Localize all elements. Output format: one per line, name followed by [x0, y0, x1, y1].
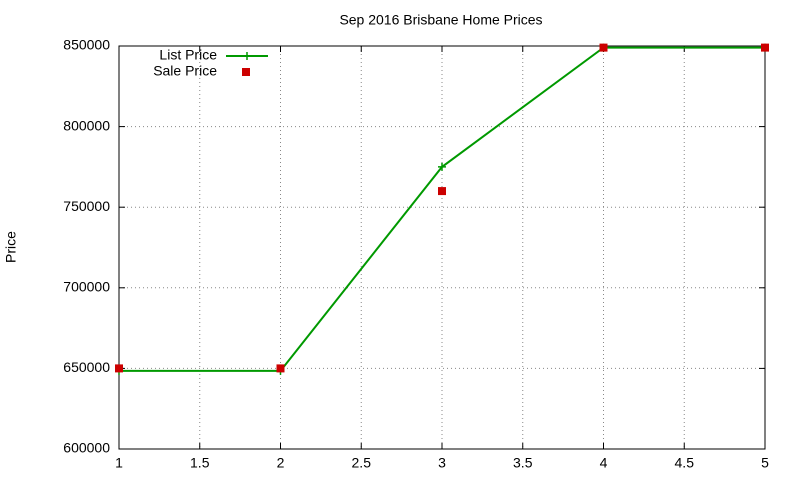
chart-title: Sep 2016 Brisbane Home Prices [339, 12, 542, 28]
point [115, 364, 123, 373]
point [276, 364, 285, 373]
legend-label: List Price [159, 47, 217, 63]
legend-label: Sale Price [153, 63, 217, 79]
point [438, 187, 446, 196]
point [761, 43, 769, 52]
x-tick-label: 5 [761, 455, 769, 471]
y-tick-label: 750000 [63, 198, 110, 214]
x-tick-label: 2.5 [352, 455, 372, 471]
y-tick-label: 850000 [63, 37, 110, 53]
y-tick-label: 650000 [63, 359, 110, 375]
legend-marker [242, 68, 250, 76]
plot-border [118, 45, 766, 450]
x-tick-label: 2 [277, 455, 285, 471]
point [438, 162, 446, 171]
y-tick-label: 600000 [63, 440, 110, 456]
x-tick-label: 1.5 [190, 455, 210, 471]
y-tick-label: 700000 [63, 279, 110, 295]
x-tick-label: 1 [115, 455, 123, 471]
legend-marker [243, 52, 251, 60]
x-tick-label: 3 [438, 455, 446, 471]
x-tick-label: 4 [600, 455, 608, 471]
x-tick-label: 4.5 [675, 455, 695, 471]
y-tick-label: 800000 [63, 117, 110, 133]
y-axis-label: Price [3, 231, 19, 263]
x-tick-label: 3.5 [513, 455, 533, 471]
point [599, 43, 608, 52]
